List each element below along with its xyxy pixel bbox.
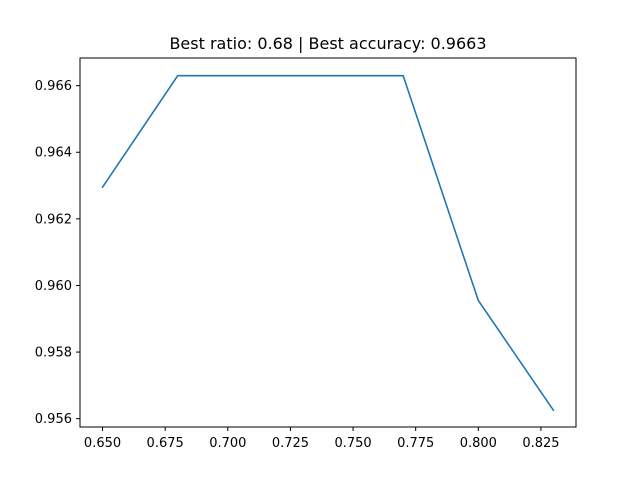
y-tick-label: 0.962: [35, 212, 72, 227]
y-tick-label: 0.964: [35, 146, 72, 161]
y-tick-label: 0.958: [35, 346, 72, 361]
x-tick-label: 0.800: [460, 436, 497, 451]
y-axis: 0.956 0.958 0.960 0.962 0.964 0.966: [35, 79, 80, 427]
x-axis: 0.650 0.675 0.700 0.725 0.750 0.775 0.800 0.825: [84, 427, 560, 451]
x-tick-label: 0.725: [272, 436, 309, 451]
y-tick-label: 0.966: [35, 79, 72, 94]
x-tick-label: 0.650: [84, 436, 121, 451]
x-tick-label: 0.825: [522, 436, 559, 451]
chart-title: Best ratio: 0.68 | Best accuracy: 0.9663: [169, 34, 486, 53]
x-tick-label: 0.750: [334, 436, 371, 451]
x-tick-label: 0.700: [209, 436, 246, 451]
plot-area-frame: [79, 57, 577, 428]
y-tick-label: 0.960: [35, 279, 72, 294]
series-line: [101, 74, 555, 412]
x-tick-label: 0.775: [397, 436, 434, 451]
x-tick-label: 0.675: [147, 436, 184, 451]
y-tick-label: 0.956: [35, 412, 72, 427]
series-group: [101, 74, 555, 412]
